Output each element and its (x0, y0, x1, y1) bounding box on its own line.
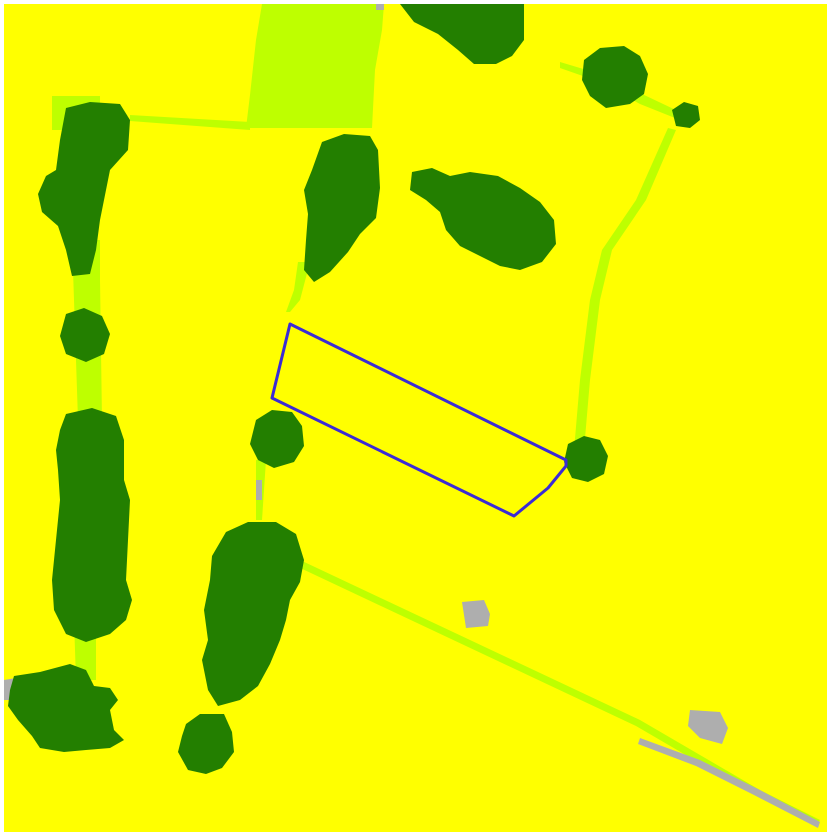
tree-cover-left-large (52, 408, 132, 642)
tree-cover-bottom-center (202, 522, 304, 706)
cropland-background (4, 4, 827, 832)
tree-cover-left-top (38, 102, 130, 276)
tree-cover-bottom-left (8, 664, 124, 752)
built-up-patch-center (462, 600, 490, 628)
grassland-line-right-diagonal (574, 128, 676, 450)
field-outline (270, 322, 568, 518)
grassland-line-diagonal-long (296, 560, 820, 826)
tree-cover-top-center (400, 4, 524, 64)
grassland-line-top (130, 115, 250, 130)
built-up-line-middle (256, 480, 262, 500)
built-up-patch-right (688, 710, 728, 744)
built-up-patch-top-edge (376, 4, 384, 10)
tree-cover-small-right (672, 102, 700, 128)
grassland-patch-top (246, 4, 384, 128)
tree-cover-top-right (582, 46, 648, 108)
tree-cover-center-tall (304, 134, 380, 282)
tree-cover-right-small (564, 436, 608, 482)
tree-cover-center-small (250, 410, 304, 468)
grassland-line-middle (286, 262, 310, 312)
tree-cover-center-blob (410, 168, 556, 270)
tree-cover-left-middle (60, 308, 110, 362)
built-up-line-right (638, 738, 820, 828)
tree-cover-bottom-small (178, 714, 234, 774)
